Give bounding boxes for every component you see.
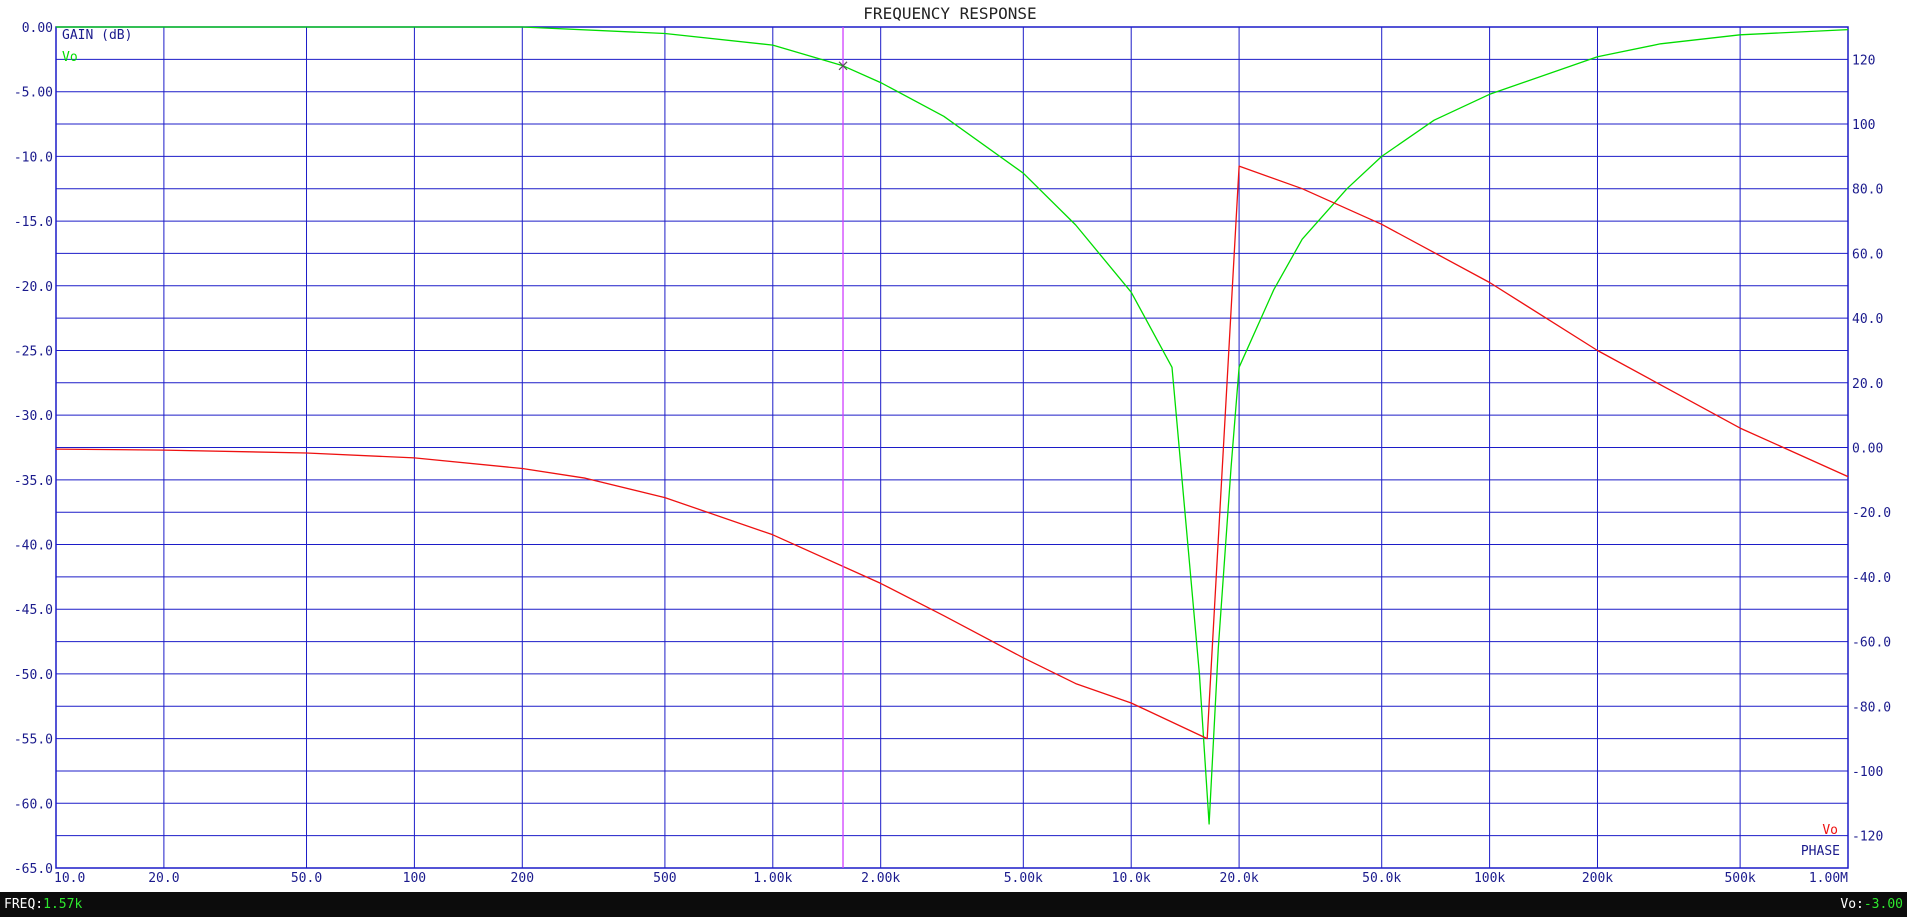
left-tick-labels: 0.00 -5.00 -10.0 -15.0 -20.0 -25.0 -30.0 -35.0 -…: [14, 21, 53, 877]
right-tick-label: -60.0: [1852, 636, 1891, 651]
right-tick-label: 120: [1852, 53, 1875, 68]
right-tick-label: 0.00: [1852, 442, 1883, 457]
x-tick-label: 200k: [1582, 871, 1613, 886]
x-tick-label: 1.00k: [753, 871, 792, 886]
x-tick-label: 2.00k: [861, 871, 900, 886]
left-tick-label: -40.0: [14, 539, 53, 554]
x-tick-label: 50.0k: [1362, 871, 1401, 886]
x-tick-labels: 10.0 20.0 50.0 100 200 500 1.00k 2.00k 5.00k 10.0…: [54, 871, 1848, 886]
x-tick-label: 20.0: [148, 871, 179, 886]
x-tick-label: 500k: [1724, 871, 1755, 886]
left-tick-label: -55.0: [14, 733, 53, 748]
left-tick-label: -45.0: [14, 603, 53, 618]
x-tick-label: 10.0k: [1112, 871, 1151, 886]
x-tick-label: 100: [403, 871, 426, 886]
right-tick-label: -120: [1852, 830, 1883, 845]
vo-readout: Vo:-3.00: [1840, 892, 1903, 917]
cursor[interactable]: [838, 27, 848, 868]
x-tick-label: 5.00k: [1004, 871, 1043, 886]
right-tick-label: 80.0: [1852, 183, 1883, 198]
right-tick-label: -40.0: [1852, 571, 1891, 586]
chart-title: FREQUENCY RESPONSE: [863, 4, 1036, 23]
right-tick-label: 60.0: [1852, 247, 1883, 262]
right-tick-labels: 120 100 80.0 60.0 40.0 20.0 0.00 -20.0 -40.0 -60.…: [1852, 53, 1891, 844]
left-tick-label: -65.0: [14, 862, 53, 877]
gain-trace-0: [56, 26, 1849, 825]
left-tick-label: -35.0: [14, 474, 53, 489]
left-tick-label: -15.0: [14, 215, 53, 230]
left-tick-label: -30.0: [14, 409, 53, 424]
traces: [55, 26, 1849, 825]
x-tick-label: 100k: [1474, 871, 1505, 886]
gain-series-label: Vo: [62, 50, 78, 65]
phase-axis-label: PHASE: [1801, 844, 1840, 859]
right-tick-label: -100: [1852, 765, 1883, 780]
left-tick-label: -50.0: [14, 668, 53, 683]
x-tick-label: 1.00M: [1809, 871, 1848, 886]
right-tick-label: 100: [1852, 118, 1875, 133]
x-tick-label: 10.0: [54, 871, 85, 886]
gain-axis-label: GAIN (dB): [62, 28, 132, 43]
x-tick-label: 50.0: [291, 871, 322, 886]
phase-trace-1: [55, 165, 1849, 740]
frequency-response-chart: FREQUENCY RESPONSE 10.0 20.0 50.0 100 200 500…: [14, 4, 1891, 886]
left-tick-label: -10.0: [14, 150, 53, 165]
freq-label: FREQ:: [4, 897, 44, 912]
right-tick-label: 40.0: [1852, 312, 1883, 327]
x-tick-label: 20.0k: [1220, 871, 1259, 886]
left-tick-label: -25.0: [14, 344, 53, 359]
right-tick-label: 20.0: [1852, 377, 1883, 392]
vo-value: -3.00: [1863, 897, 1903, 912]
right-tick-label: -80.0: [1852, 700, 1891, 715]
cursor-marker-b: [838, 61, 848, 71]
plot-grid: [55, 26, 1849, 869]
x-tick-label: 200: [511, 871, 534, 886]
right-tick-label: -20.0: [1852, 506, 1891, 521]
vo-label: Vo:: [1840, 897, 1864, 912]
left-tick-label: -5.00: [14, 86, 53, 101]
x-tick-label: 500: [653, 871, 676, 886]
phase-series-label: Vo: [1822, 823, 1838, 838]
status-bar: FREQ:1.57k Vo:-3.00: [0, 892, 1907, 917]
left-tick-label: -60.0: [14, 797, 53, 812]
left-tick-label: 0.00: [22, 21, 53, 36]
freq-readout: FREQ:1.57k: [4, 892, 82, 917]
freq-value: 1.57k: [43, 897, 83, 912]
left-tick-label: -20.0: [14, 280, 53, 295]
